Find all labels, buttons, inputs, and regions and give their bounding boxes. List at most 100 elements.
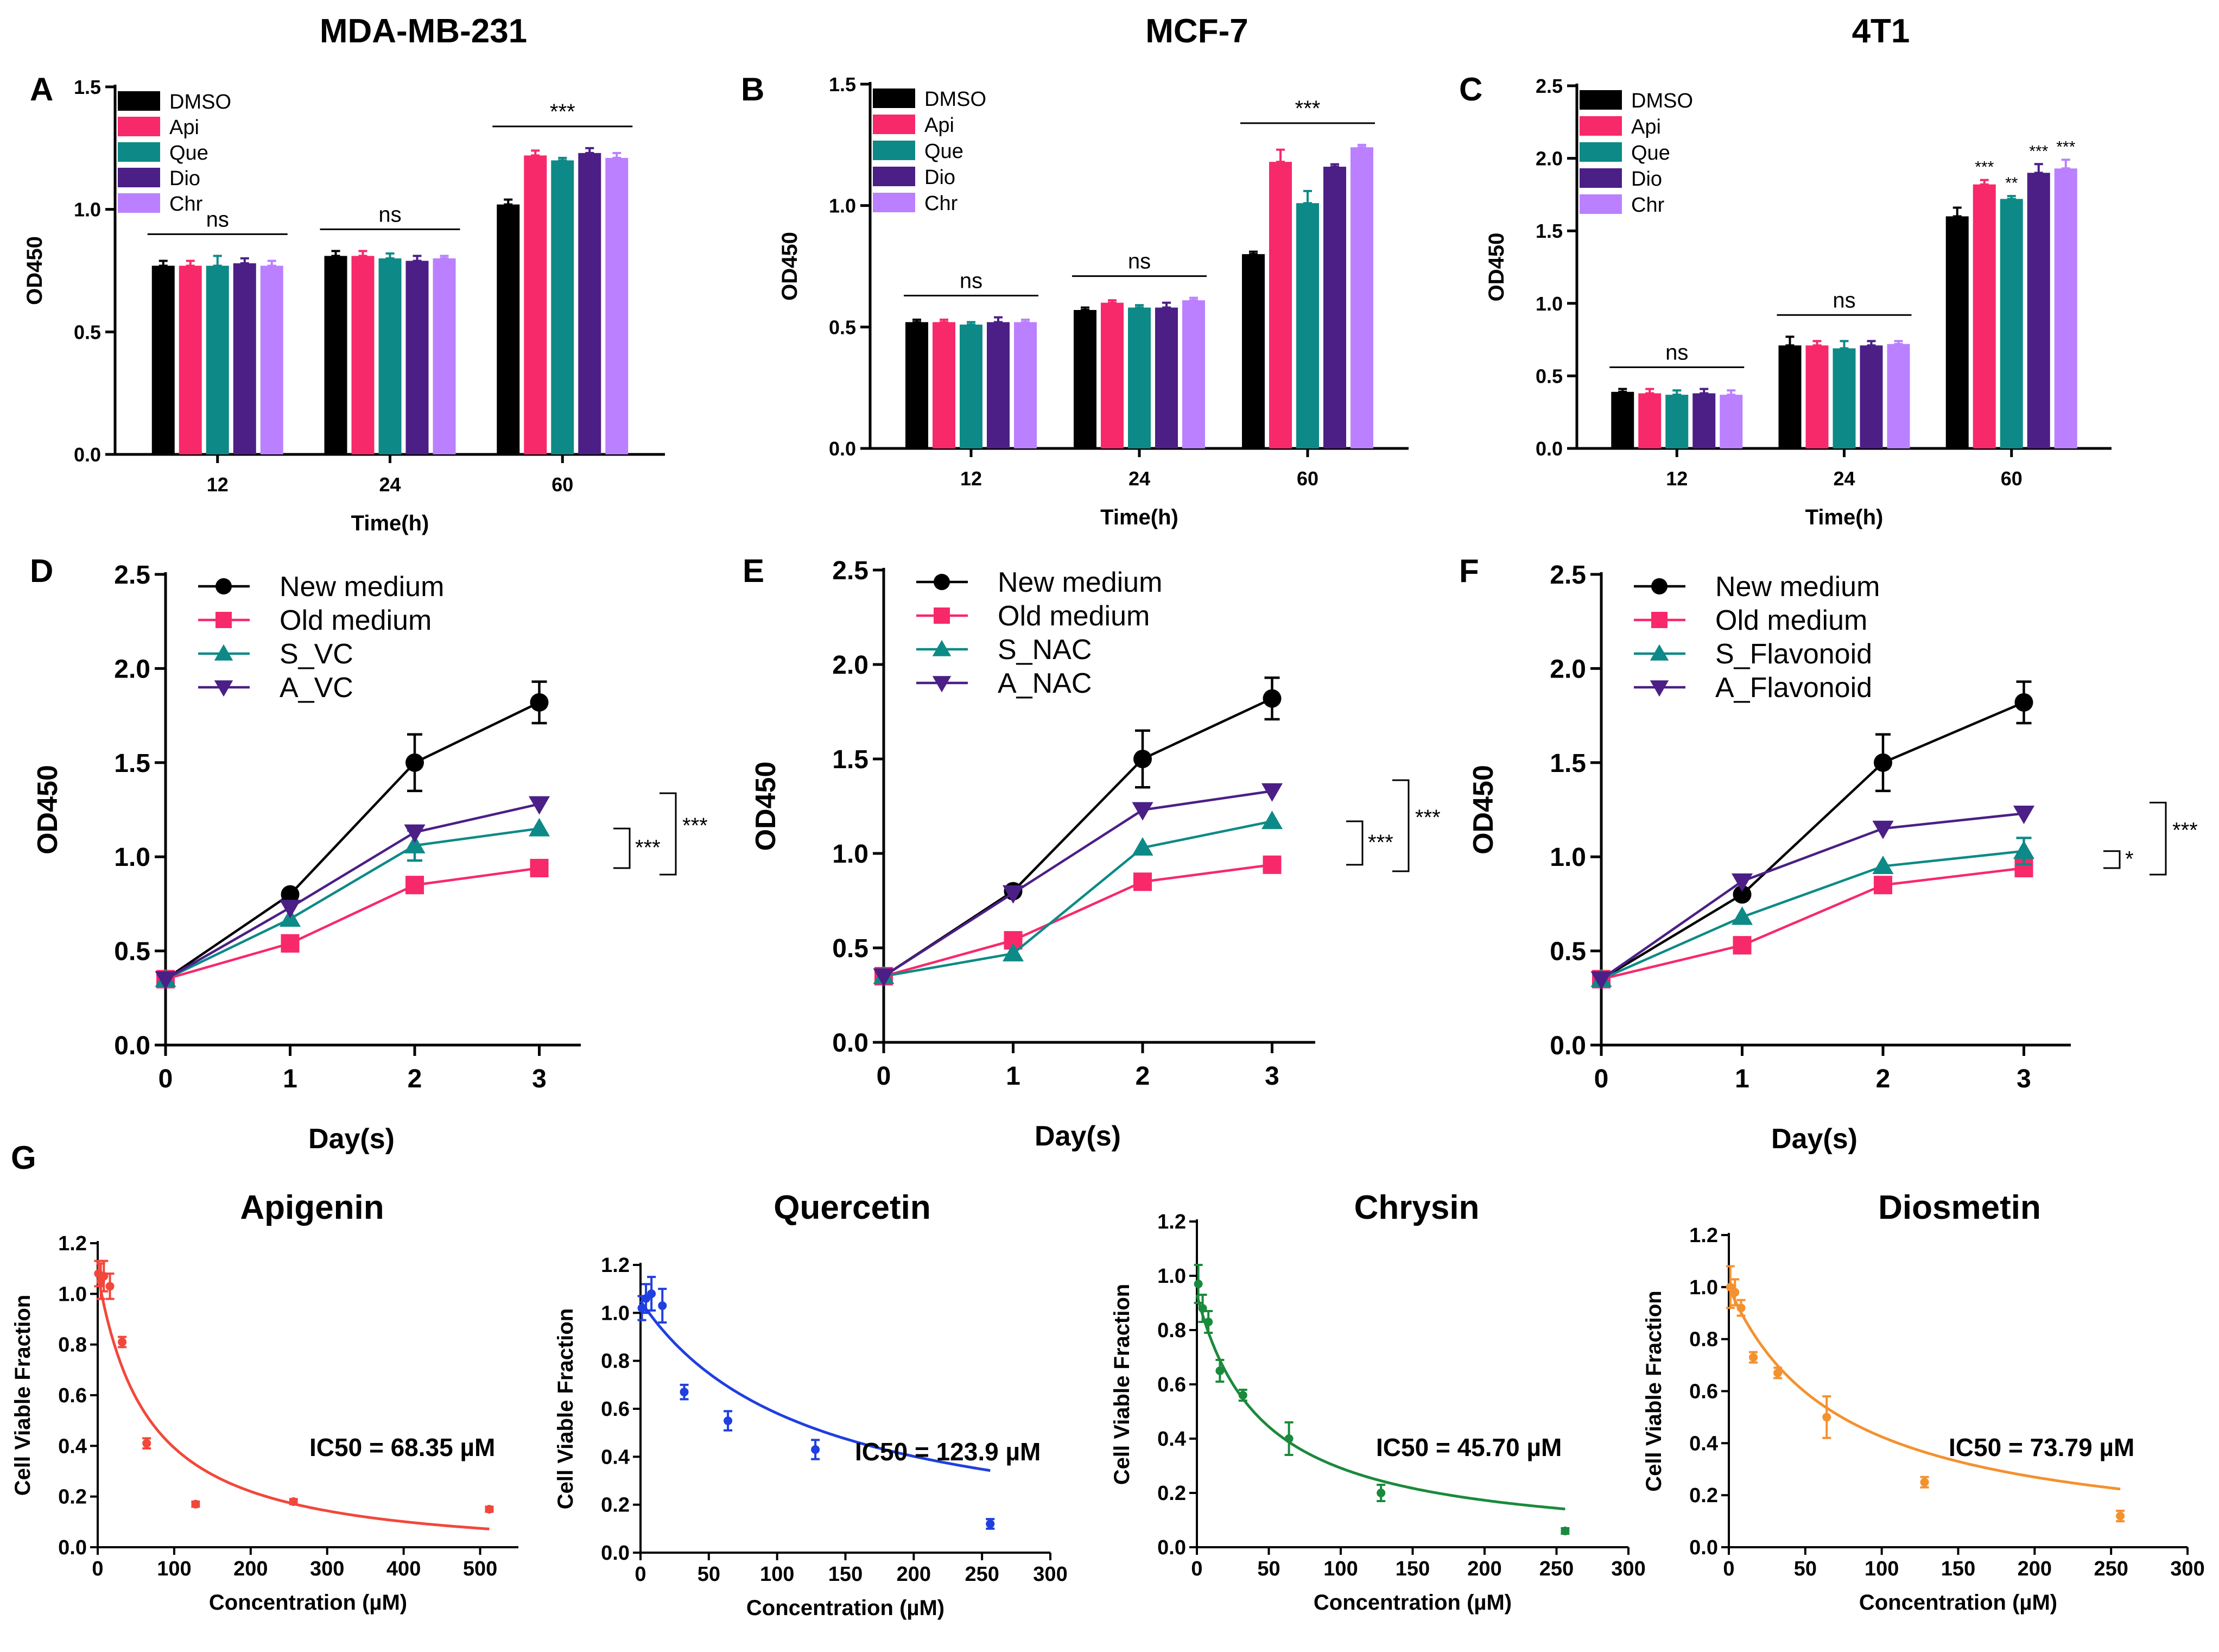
- y-axis-label: Cell Viable Fraction: [11, 1295, 35, 1496]
- x-tick-label: 50: [1794, 1558, 1817, 1580]
- y-tick-label: 1.5: [1536, 220, 1563, 242]
- legend-swatch: [1580, 194, 1622, 214]
- ic50-label: IC50 = 68.35 µM: [309, 1433, 495, 1461]
- data-point: [1773, 1368, 1783, 1377]
- error-bar: [331, 250, 340, 257]
- significance-label: ns: [1833, 288, 1855, 312]
- error-bar: [1727, 389, 1736, 396]
- data-point: [289, 1497, 298, 1506]
- error-bar: [1952, 206, 1962, 218]
- y-axis-label: OD450: [1468, 765, 1499, 855]
- y-tick-label: 2.5: [114, 561, 150, 590]
- bar-chr: [1720, 395, 1743, 448]
- legend-swatch: [118, 168, 160, 187]
- bar-dmso: [1074, 310, 1096, 448]
- x-tick-label: 3: [532, 1065, 547, 1093]
- x-axis-label: Time(h): [1100, 505, 1178, 529]
- legend-label: Old medium: [1715, 605, 1867, 636]
- bar-dio: [1860, 345, 1883, 448]
- bar-que: [378, 258, 402, 454]
- x-tick-label: 0: [1191, 1558, 1202, 1580]
- data-point: [404, 824, 426, 843]
- data-point: [279, 900, 301, 919]
- bar-dio: [233, 263, 256, 454]
- error-bar: [1894, 340, 1903, 345]
- data-point: [1194, 1280, 1203, 1288]
- error-bar: [558, 156, 567, 162]
- fit-curve: [1727, 1286, 2121, 1491]
- chart-title: MCF-7: [1145, 12, 1248, 50]
- bar-dmso: [1611, 391, 1634, 448]
- data-point: [1730, 1288, 1740, 1297]
- legend-marker: [215, 612, 232, 628]
- x-tick-label: 0: [92, 1558, 103, 1580]
- bar-api: [351, 256, 375, 454]
- legend-label: New medium: [1715, 571, 1880, 603]
- error-bar: [1303, 189, 1312, 205]
- bar-dmso: [1945, 216, 1969, 448]
- x-tick-label: 3: [2017, 1065, 2031, 1093]
- legend-marker: [932, 640, 952, 656]
- bar-dio: [578, 153, 601, 454]
- legend-label: Que: [1631, 142, 1670, 164]
- x-axis-label: Concentration (µM): [746, 1596, 944, 1620]
- data-point: [637, 1303, 646, 1313]
- y-tick-label: 0.8: [601, 1350, 630, 1373]
- y-tick-label: 1.0: [1689, 1276, 1718, 1299]
- significance-label: ***: [2029, 142, 2048, 160]
- data-point: [724, 1416, 733, 1426]
- y-tick-label: 1.2: [1157, 1211, 1186, 1233]
- error-bar: [940, 318, 948, 324]
- x-tick-label: 0: [877, 1062, 891, 1091]
- bar-dio: [2027, 173, 2050, 448]
- x-tick-label: 2: [1136, 1062, 1150, 1091]
- data-point: [528, 818, 550, 837]
- y-tick-label: 0.4: [601, 1446, 630, 1469]
- data-point: [530, 859, 549, 878]
- x-tick-label: 2: [408, 1065, 422, 1093]
- y-tick-label: 0.0: [114, 1031, 150, 1060]
- data-point: [1238, 1391, 1247, 1400]
- series-line-s-flavonoid: [1601, 850, 2024, 980]
- significance-label: **: [2005, 174, 2018, 192]
- x-tick-label: 500: [463, 1558, 497, 1580]
- panel-label-f: F: [1459, 553, 1479, 589]
- legend-label: Chr: [924, 192, 958, 215]
- bar-que: [960, 324, 982, 448]
- x-tick-label: 150: [1941, 1558, 1975, 1580]
- data-point: [142, 1439, 151, 1448]
- data-point: [1261, 811, 1283, 830]
- y-tick-label: 1.0: [601, 1302, 630, 1325]
- y-tick-label: 0.0: [74, 444, 101, 466]
- x-tick-label: 150: [1396, 1558, 1430, 1580]
- chart-title: Diosmetin: [1878, 1189, 2041, 1226]
- y-tick-label: 0.5: [1550, 938, 1586, 966]
- legend-label: DMSO: [924, 88, 986, 111]
- significance-bracket: [1392, 779, 1410, 872]
- x-tick-label: 12: [960, 467, 982, 490]
- legend-marker: [214, 680, 233, 697]
- bar-dmso: [1242, 254, 1265, 448]
- error-bar: [358, 250, 367, 257]
- legend-label: New medium: [280, 571, 444, 603]
- panel-label-a: A: [30, 71, 53, 107]
- series-line-new-medium: [883, 697, 1273, 978]
- data-point: [1133, 750, 1152, 768]
- x-tick-label: 0: [635, 1563, 646, 1586]
- legend-swatch: [1580, 116, 1622, 136]
- x-tick-label: 24: [1128, 467, 1150, 490]
- ic50-label: IC50 = 123.9 µM: [855, 1438, 1041, 1466]
- significance-label: ns: [206, 207, 229, 231]
- legend-label: DMSO: [169, 91, 231, 113]
- bar-que: [551, 160, 574, 454]
- error-bar: [967, 321, 975, 326]
- data-point: [1590, 971, 1612, 990]
- data-point: [1132, 837, 1153, 856]
- data-point: [155, 971, 176, 990]
- x-tick-label: 0: [1723, 1558, 1734, 1580]
- bar-chr: [260, 265, 283, 454]
- y-tick-label: 0.0: [601, 1542, 630, 1565]
- bar-api: [1638, 393, 1662, 448]
- data-point: [1561, 1527, 1570, 1535]
- line-chart-d: 0.0 0.5 1.0 1.5 2.0 2.5 0 1 2 3 OD450 Day(s) *** *** N…: [32, 561, 708, 1155]
